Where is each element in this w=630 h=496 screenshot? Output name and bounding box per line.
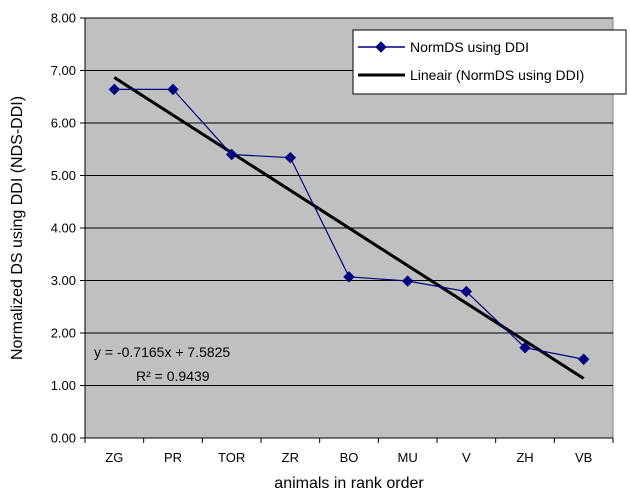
- y-tick-label: 3.00: [51, 273, 76, 288]
- y-tick-label: 8.00: [51, 11, 76, 26]
- data-point: [460, 285, 473, 298]
- data-point: [225, 148, 238, 161]
- x-tick-label: BO: [340, 450, 359, 465]
- y-tick-label: 6.00: [51, 116, 76, 131]
- legend-series-label: NormDS using DDI: [410, 39, 529, 55]
- y-tick-label: 1.00: [51, 378, 76, 393]
- y-axis-title: Normalized DS using DDI (NDS-DDI): [9, 96, 26, 360]
- x-tick-label: ZG: [105, 450, 123, 465]
- data-point: [108, 83, 121, 96]
- trendline-equation: y = -0.7165x + 7.5825: [94, 344, 230, 360]
- x-tick-label: ZR: [282, 450, 299, 465]
- legend-trendline-label: Lineair (NormDS using DDI): [410, 67, 584, 83]
- trendline-r-squared: R² = 0.9439: [136, 368, 210, 384]
- data-point: [167, 83, 179, 96]
- x-tick-label: PR: [164, 450, 182, 465]
- data-point: [284, 151, 297, 164]
- x-tick-label: VB: [575, 450, 592, 465]
- x-axis-title: animals in rank order: [274, 475, 424, 492]
- x-tick-label: MU: [398, 450, 418, 465]
- data-point: [577, 353, 590, 365]
- y-tick-label: 5.00: [51, 168, 76, 183]
- x-axis-ticks: ZG PR TOR ZR BO MU V ZH VB: [84, 437, 614, 465]
- data-point: [401, 275, 414, 287]
- y-tick-label: 0.00: [51, 431, 76, 446]
- series-markers: [108, 83, 590, 365]
- y-axis-ticks: 0.00 1.00 2.00 3.00 4.00 5.00 6.00 7.00 8.00: [51, 11, 86, 446]
- y-tick-label: 7.00: [51, 63, 76, 78]
- legend-box: [352, 29, 627, 95]
- data-point: [519, 341, 531, 354]
- x-tick-label: ZH: [516, 450, 533, 465]
- legend: NormDS using DDI Lineair (NormDS using D…: [352, 29, 627, 95]
- data-point: [343, 271, 355, 283]
- legend-series-marker: [375, 41, 387, 53]
- y-tick-label: 4.00: [51, 221, 76, 236]
- x-tick-label: V: [462, 450, 471, 465]
- y-tick-label: 2.00: [51, 326, 76, 341]
- x-tick-label: TOR: [218, 450, 245, 465]
